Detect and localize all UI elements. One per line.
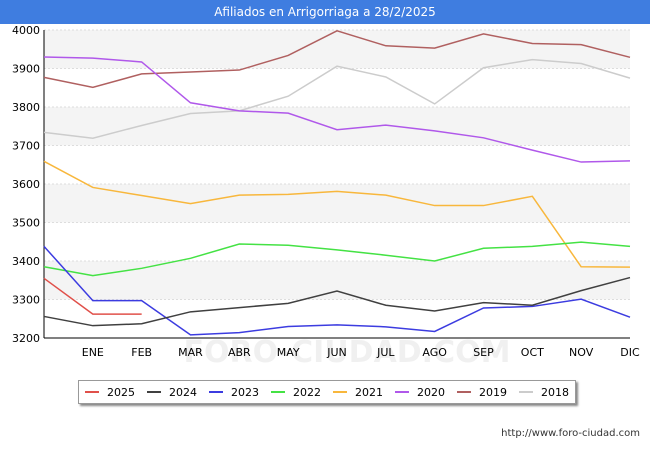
footer-url: http://www.foro-ciudad.com [501,428,640,439]
x-tick-label: AGO [422,346,447,359]
y-tick-label: 3300 [12,294,40,307]
legend-swatch [457,391,471,393]
chart-title: Afiliados en Arrigorriaga a 28/2/2025 [0,0,650,24]
grid-band [44,184,630,223]
x-tick-label: FEB [131,346,152,359]
legend-swatch [271,391,285,393]
legend-swatch [395,391,409,393]
series-line-2019 [43,29,631,89]
legend-swatch [85,391,99,393]
legend-label: 2019 [479,385,507,399]
y-tick-label: 4000 [12,24,40,37]
y-tick-label: 3600 [12,178,40,191]
x-tick-label: ENE [82,346,104,359]
legend-swatch [333,391,347,393]
legend-label: 2023 [231,385,259,399]
plot-area: FORO-CIUDAD.COM 3200 3300 3400 3500 3600 3700 3… [0,24,650,370]
legend-label: 2022 [293,385,321,399]
legend-item-2018: 2018 [519,386,569,399]
legend-swatch [519,391,533,393]
series-line-2020 [43,56,631,163]
y-tick-label: 3400 [12,255,40,268]
legend-item-2019: 2019 [457,386,507,399]
y-tick-label: 3500 [12,217,40,230]
legend-swatch [209,391,223,393]
series-line-2021 [43,160,631,268]
legend-swatch [147,391,161,393]
x-tick-label: MAY [277,346,300,359]
x-tick-label: NOV [569,346,594,359]
x-tick-label: JUN [326,346,347,359]
x-tick-label: OCT [521,346,544,359]
legend-label: 2018 [541,385,569,399]
line-chart: FORO-CIUDAD.COM3200330034003500360037003… [12,24,640,370]
y-tick-label: 3800 [12,101,40,114]
y-tick-label: 3900 [12,63,40,76]
grid-band [44,30,630,69]
x-tick-label: SEP [473,346,494,359]
legend-item-2024: 2024 [147,386,197,399]
y-tick-label: 3700 [12,140,40,153]
legend-item-2022: 2022 [271,386,321,399]
x-tick-label: JUL [376,346,395,359]
legend-item-2020: 2020 [395,386,445,399]
legend: 2025 2024 2023 2022 2021 2020 2019 2018 [78,380,576,404]
x-tick-label: MAR [178,346,203,359]
legend-item-2021: 2021 [333,386,383,399]
series-line-2023 [43,245,631,336]
series-line-2022 [43,241,631,277]
legend-label: 2021 [355,385,383,399]
series-line-2024 [43,276,631,327]
x-tick-label: DIC [620,346,640,359]
legend-item-2023: 2023 [209,386,259,399]
legend-label: 2024 [169,385,197,399]
legend-item-2025: 2025 [85,386,135,399]
grid-band [44,261,630,300]
grid-band [44,107,630,146]
x-tick-label: ABR [228,346,251,359]
legend-label: 2020 [417,385,445,399]
legend-label: 2025 [107,385,135,399]
series-line-2025 [43,277,142,315]
series-line-2018 [43,58,631,139]
y-tick-label: 3200 [12,332,40,345]
